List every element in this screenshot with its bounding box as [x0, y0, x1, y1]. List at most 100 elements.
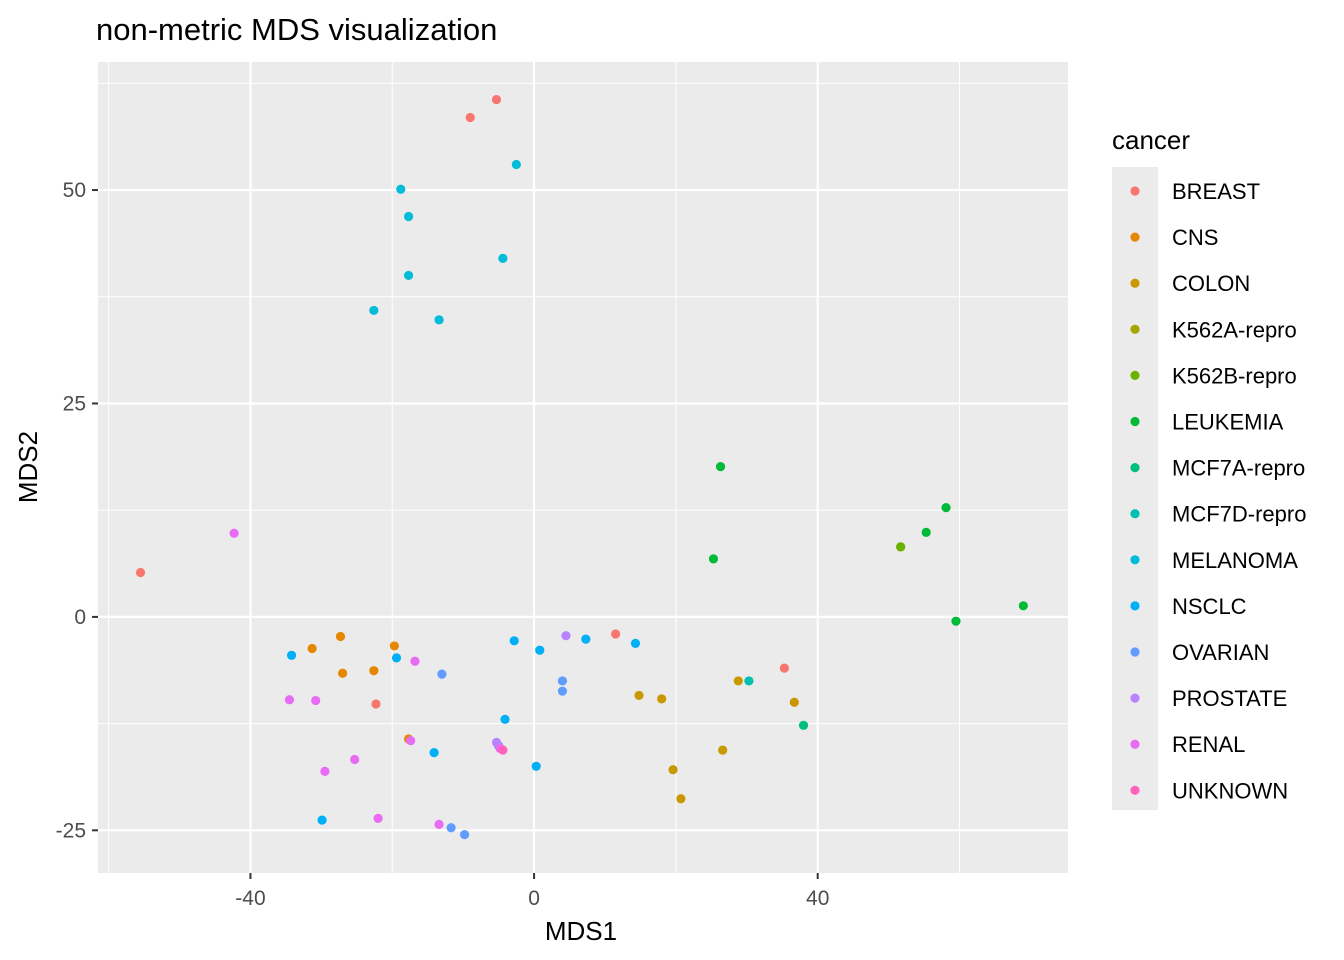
legend-label: K562A-repro — [1172, 317, 1297, 342]
y-tick-label: 0 — [74, 606, 86, 629]
legend-key — [1130, 278, 1140, 288]
legend-label: PROSTATE — [1172, 686, 1287, 711]
point-breast — [371, 699, 381, 709]
y-tick-label: 50 — [63, 179, 86, 202]
point-prostate — [561, 631, 571, 641]
point-colon — [634, 690, 644, 701]
point-colon — [789, 697, 799, 707]
point-breast — [465, 112, 475, 123]
legend-key-background — [1112, 167, 1158, 810]
axis-ticks — [92, 189, 819, 879]
point-renal — [311, 695, 321, 706]
point-unknown — [498, 745, 508, 755]
tick-labels: -40 0 40 -25 0 25 50 — [56, 179, 830, 910]
plot-panel — [98, 62, 1068, 873]
legend-key — [1130, 186, 1140, 196]
point-nsclc — [630, 638, 641, 648]
major-gridlines — [98, 62, 1068, 873]
point-ovarian — [446, 823, 456, 833]
point-nsclc — [535, 645, 545, 655]
y-axis-title: MDS2 — [13, 431, 43, 503]
legend-label: NSCLC — [1172, 594, 1247, 619]
point-nsclc — [429, 748, 439, 758]
point-leukemia — [1018, 601, 1028, 611]
y-tick-label: -25 — [56, 819, 86, 842]
point-leukemia — [715, 462, 726, 472]
x-axis-title: MDS1 — [545, 916, 617, 946]
legend-key — [1130, 416, 1140, 427]
point-colon — [668, 765, 678, 775]
x-tick-label: -40 — [235, 887, 265, 910]
x-tick-label: 0 — [528, 887, 540, 910]
legend-label: COLON — [1172, 271, 1250, 296]
point-colon — [718, 745, 728, 755]
point-breast — [779, 663, 789, 673]
legend-label: UNKNOWN — [1172, 778, 1288, 803]
legend-key — [1130, 693, 1140, 703]
legend-key — [1130, 555, 1140, 565]
legend: cancer BREAST CNS COLON K562A-repro K562B-re… — [1112, 125, 1306, 810]
legend-key — [1130, 647, 1140, 657]
point-cns — [307, 643, 317, 654]
point-nsclc — [531, 761, 541, 771]
point-breast — [491, 94, 502, 105]
legend-label: CNS — [1172, 225, 1218, 250]
point-cns — [335, 631, 346, 642]
point-nsclc — [286, 650, 297, 660]
x-tick-label: 40 — [806, 887, 829, 910]
legend-label: BREAST — [1172, 179, 1260, 204]
point-mcf7a-repro — [798, 720, 809, 730]
point-k562b-repro — [896, 542, 906, 552]
point-melanoma — [369, 305, 379, 316]
point-renal — [373, 813, 383, 823]
point-ovarian — [459, 829, 470, 840]
legend-key — [1130, 739, 1140, 749]
legend-key — [1130, 232, 1140, 242]
data-points — [135, 94, 1028, 840]
point-melanoma — [434, 315, 444, 325]
point-cns — [389, 641, 399, 651]
point-breast — [611, 629, 621, 639]
point-renal — [284, 695, 295, 705]
point-nsclc — [509, 636, 519, 646]
point-nsclc — [581, 634, 591, 644]
point-mcf7d-repro — [744, 676, 754, 686]
point-leukemia — [951, 616, 961, 626]
point-renal — [350, 754, 360, 765]
legend-items: BREAST CNS COLON K562A-repro K562B-repro LEUK… — [1130, 179, 1306, 803]
point-melanoma — [511, 159, 521, 170]
legend-label: MCF7D-repro — [1172, 502, 1306, 527]
point-leukemia — [921, 527, 931, 537]
legend-key — [1130, 370, 1140, 380]
legend-label: LEUKEMIA — [1172, 410, 1284, 435]
point-colon — [676, 794, 686, 804]
legend-label: MCF7A-repro — [1172, 456, 1305, 481]
legend-key — [1130, 509, 1140, 519]
point-cns — [369, 666, 379, 676]
point-melanoma — [403, 270, 414, 281]
legend-key — [1130, 601, 1140, 611]
point-renal — [410, 656, 420, 666]
point-ovarian — [437, 669, 447, 679]
point-nsclc — [317, 815, 327, 825]
legend-key — [1130, 463, 1140, 473]
legend-label: K562B-repro — [1172, 363, 1297, 388]
point-colon — [733, 676, 743, 686]
point-renal — [434, 819, 444, 829]
legend-label: MELANOMA — [1172, 548, 1298, 573]
point-cns — [338, 668, 348, 678]
point-leukemia — [941, 503, 951, 513]
point-renal — [229, 528, 239, 538]
point-nsclc — [391, 653, 402, 663]
legend-label: RENAL — [1172, 732, 1245, 757]
legend-key — [1130, 785, 1140, 795]
point-ovarian — [557, 676, 568, 686]
point-ovarian — [557, 686, 568, 696]
legend-title: cancer — [1112, 125, 1190, 155]
minor-gridlines — [98, 62, 1068, 873]
point-leukemia — [708, 554, 719, 564]
legend-key — [1130, 324, 1140, 334]
point-colon — [657, 694, 667, 704]
